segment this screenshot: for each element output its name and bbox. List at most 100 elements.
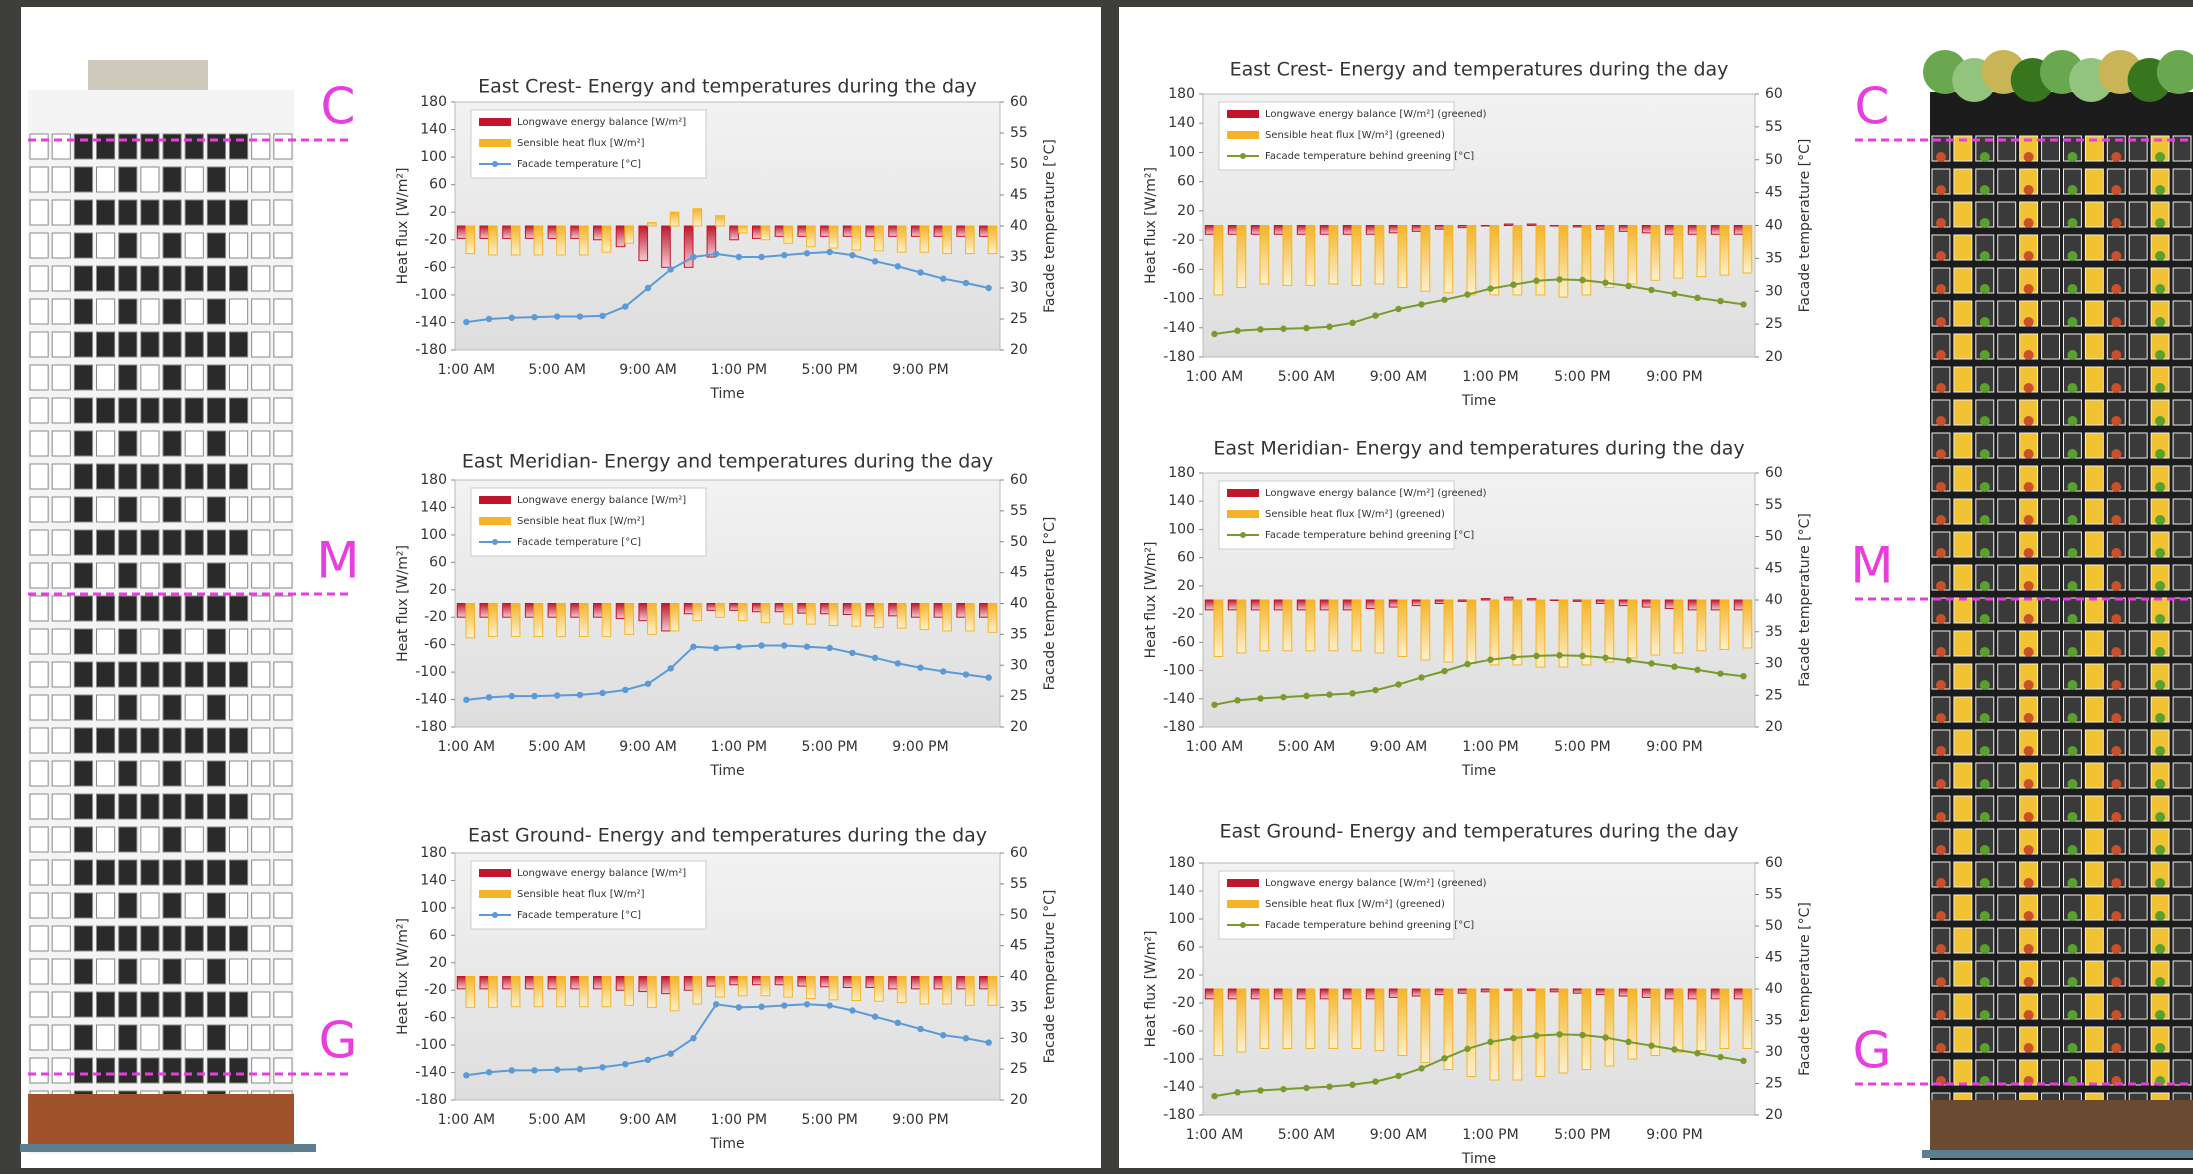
window: [2084, 267, 2104, 294]
window: [118, 199, 138, 226]
window: [162, 265, 182, 292]
bar: [1549, 225, 1560, 227]
y2-tick-label: 20: [1010, 719, 1028, 735]
window: [73, 496, 94, 523]
y2-tick-label: 50: [1765, 152, 1783, 168]
window: [251, 595, 271, 622]
legend-swatch: [492, 161, 498, 167]
window: [73, 826, 94, 853]
bar: [1342, 599, 1353, 611]
window: [2172, 729, 2192, 756]
window: [1953, 1026, 1973, 1053]
window: [1997, 762, 2017, 789]
window: [184, 595, 204, 622]
plant: [2023, 284, 2034, 294]
line-point: [553, 1066, 561, 1073]
line-point: [1625, 1038, 1632, 1046]
y-tick-label: -20: [424, 232, 447, 248]
bar: [1627, 225, 1638, 285]
window: [251, 892, 271, 919]
bar: [783, 603, 793, 625]
bar: [465, 976, 476, 1008]
bar: [669, 603, 680, 632]
bar: [987, 603, 998, 633]
window: [184, 166, 204, 193]
window: [51, 1024, 71, 1051]
window: [273, 1057, 293, 1084]
window: [2172, 1059, 2192, 1086]
bar: [1480, 988, 1491, 993]
window: [73, 463, 94, 490]
x-axis-title: Time: [709, 386, 744, 402]
window: [2172, 399, 2192, 426]
y-tick-label: 140: [1168, 493, 1195, 509]
legend-label: Longwave energy balance [W/m²] (greened): [1265, 488, 1487, 499]
line-point: [1280, 693, 1287, 701]
window: [1953, 828, 1973, 855]
window: [51, 925, 71, 952]
window: [229, 133, 249, 160]
bar: [1305, 225, 1316, 286]
window: [73, 628, 94, 655]
line-point: [1349, 319, 1356, 327]
window: [118, 991, 138, 1018]
bar: [737, 225, 748, 234]
y-tick-label: -100: [415, 1037, 447, 1053]
window: [251, 166, 271, 193]
plant: [1935, 350, 1946, 360]
plant: [1979, 548, 1990, 558]
window: [96, 364, 116, 391]
y2-tick-label: 55: [1010, 503, 1028, 519]
y-tick-label: -140: [415, 1065, 447, 1081]
y-tick-label: -180: [1163, 349, 1195, 365]
plant: [1979, 416, 1990, 426]
y2-tick-label: 45: [1765, 185, 1783, 201]
line-point: [917, 269, 924, 276]
bar: [683, 603, 694, 615]
window: [2128, 795, 2148, 822]
window: [140, 661, 160, 688]
y2-tick-label: 60: [1010, 845, 1028, 861]
bar: [1466, 225, 1477, 296]
window: [2041, 333, 2061, 360]
line-point: [531, 1067, 538, 1074]
window: [140, 991, 160, 1018]
line-point: [1257, 1087, 1264, 1094]
window: [2172, 234, 2192, 261]
window: [2041, 465, 2061, 492]
line-point: [622, 303, 629, 310]
legend-swatch: [1240, 153, 1246, 159]
line-point: [712, 250, 720, 258]
window: [29, 133, 49, 160]
bar: [964, 225, 975, 255]
x-axis-title: Time: [709, 763, 744, 779]
bar: [570, 976, 580, 990]
y-axis-title: Heat flux [W/m²]: [395, 168, 411, 285]
window: [140, 628, 160, 655]
plant: [2067, 218, 2078, 228]
bar: [774, 603, 785, 613]
window: [1997, 729, 2017, 756]
bar: [556, 225, 566, 256]
window: [251, 1024, 271, 1051]
bar: [919, 976, 930, 1005]
window: [51, 496, 71, 523]
y-tick-label: -60: [424, 259, 447, 275]
window: [29, 727, 49, 754]
bar: [692, 208, 703, 227]
bar: [760, 603, 771, 624]
window: [1953, 993, 1973, 1020]
window: [2084, 168, 2104, 195]
window: [2084, 201, 2104, 228]
window: [273, 760, 293, 787]
bar: [1319, 599, 1330, 611]
line-point: [1372, 1078, 1379, 1085]
window: [1953, 960, 1973, 987]
bar: [1273, 988, 1284, 1000]
window: [2084, 894, 2104, 921]
plant: [2067, 449, 2078, 459]
window: [2084, 531, 2104, 558]
x-tick-label: 5:00 PM: [1554, 1127, 1610, 1143]
bar: [888, 976, 898, 990]
line-point: [463, 1072, 470, 1079]
